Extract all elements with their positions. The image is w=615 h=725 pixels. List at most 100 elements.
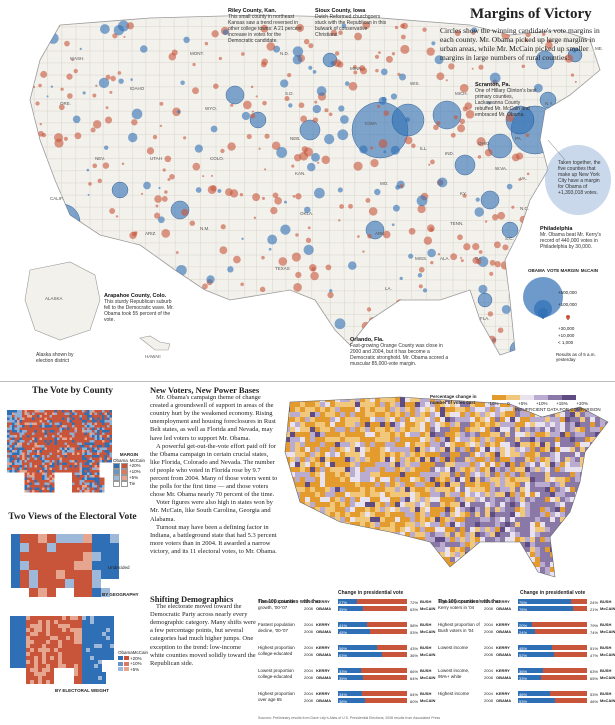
- map-cell: [77, 432, 80, 435]
- map-cell: [29, 417, 32, 420]
- map-cell: [360, 432, 365, 437]
- map-cell: [410, 492, 415, 497]
- map-cell: [315, 457, 320, 462]
- obama-margin-circle: [131, 108, 143, 120]
- map-cell: [510, 532, 515, 537]
- map-cell: [475, 467, 480, 472]
- map-cell: [540, 552, 545, 557]
- map-cell: [360, 462, 365, 467]
- map-cell: [50, 672, 54, 676]
- state-label: MISS.: [415, 256, 427, 261]
- map-cell: [17, 455, 20, 458]
- obama-margin-circle: [225, 85, 245, 105]
- map-cell: [485, 522, 490, 527]
- map-cell: [54, 660, 58, 664]
- map-cell: [400, 402, 405, 407]
- obama-margin-circle: [97, 276, 103, 282]
- map-cell: [465, 502, 470, 507]
- map-cell: [320, 457, 325, 462]
- map-cell: [280, 442, 285, 447]
- map-cell: [445, 532, 450, 537]
- map-cell: [520, 537, 525, 542]
- map-cell: [84, 467, 87, 470]
- by-weight-label: BY ELECTORAL WEIGHT: [55, 688, 110, 693]
- map-cell: [580, 517, 585, 522]
- map-cell: [78, 648, 82, 652]
- map-cell: [30, 644, 34, 648]
- map-cell: [380, 437, 385, 442]
- map-cell: [102, 628, 106, 632]
- map-cell: [435, 562, 440, 567]
- map-cell: [52, 442, 55, 445]
- mccain-margin-circle: [220, 224, 226, 230]
- map-cell: [600, 447, 605, 452]
- map-cell: [610, 402, 612, 407]
- map-cell: [92, 412, 95, 415]
- map-cell: [390, 402, 395, 407]
- map-cell: [530, 467, 535, 472]
- state-label: OHIO: [478, 141, 490, 146]
- map-cell: [24, 415, 27, 418]
- map-cell: [54, 664, 58, 668]
- map-cell: [32, 477, 35, 480]
- obama-margin-circle: [489, 72, 501, 84]
- map-cell: [70, 656, 74, 660]
- map-cell: [595, 482, 600, 487]
- map-cell: [600, 517, 605, 522]
- obama-margin-circle: [340, 115, 349, 124]
- map-cell: [104, 425, 107, 428]
- map-cell: [330, 457, 335, 462]
- map-cell: [605, 487, 608, 492]
- map-cell: [500, 512, 505, 517]
- page-title: Margins of Victory: [470, 6, 592, 22]
- map-cell: [550, 572, 555, 577]
- map-cell: [530, 547, 535, 552]
- map-cell: [420, 487, 425, 492]
- map-cell: [14, 430, 17, 433]
- map-cell: [24, 417, 27, 420]
- map-cell: [380, 557, 385, 562]
- map-cell: [102, 445, 105, 448]
- map-cell: [540, 422, 545, 427]
- map-cell: [365, 567, 370, 572]
- map-cell: [38, 616, 42, 620]
- map-cell: [90, 620, 94, 624]
- map-cell: [355, 462, 360, 467]
- map-cell: [290, 412, 295, 417]
- obama-margin-circle: [399, 73, 406, 81]
- map-cell: [385, 412, 390, 417]
- map-cell: [39, 425, 42, 428]
- map-cell: [370, 482, 375, 487]
- map-cell: [97, 425, 100, 428]
- map-cell: [585, 567, 590, 572]
- map-cell: [500, 557, 505, 562]
- map-cell: [280, 527, 285, 532]
- map-cell: [610, 482, 612, 487]
- map-cell: [510, 467, 515, 472]
- map-cell: [330, 472, 335, 477]
- map-cell: [34, 442, 37, 445]
- obama-margin-circle: [46, 95, 49, 98]
- state-label: LA.: [385, 286, 392, 291]
- map-cell: [38, 620, 42, 624]
- map-cell: [410, 517, 415, 522]
- map-cell: [385, 517, 390, 522]
- map-cell: [77, 465, 80, 468]
- map-cell: [24, 485, 27, 488]
- mccain-margin-circle: [348, 81, 358, 91]
- map-cell: [69, 462, 72, 465]
- map-cell: [405, 467, 410, 472]
- map-cell: [17, 442, 20, 445]
- map-cell: [74, 616, 78, 620]
- map-cell: [555, 442, 560, 447]
- map-cell: [605, 522, 608, 527]
- map-cell: [24, 462, 27, 465]
- mccain-margin-circle: [522, 323, 532, 333]
- map-cell: [570, 532, 575, 537]
- map-cell: [52, 477, 55, 480]
- map-cell: [102, 425, 105, 428]
- mccain-margin-circle: [365, 198, 371, 203]
- map-cell: [94, 417, 97, 420]
- map-cell: [98, 628, 102, 632]
- mccain-margin-circle: [317, 161, 320, 164]
